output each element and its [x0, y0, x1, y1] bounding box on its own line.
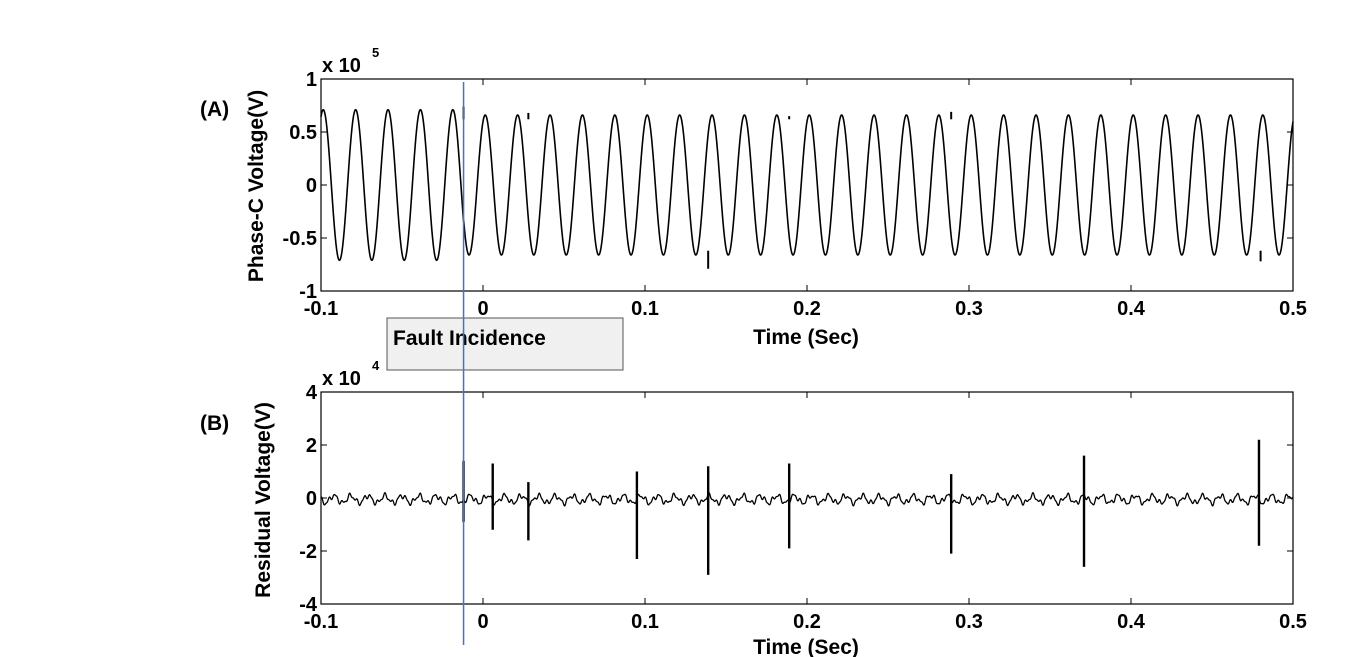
panel-a-series-line	[320, 108, 1294, 262]
y-tick-label: 1	[306, 69, 317, 91]
x-tick-label: 0.2	[793, 611, 821, 633]
y-tick-label: 4	[306, 382, 318, 404]
panel-b-x-axis-title: Time (Sec)	[753, 636, 859, 657]
panel-b-spikes	[462, 439, 1261, 575]
y-tick-label: 0.5	[289, 122, 317, 144]
panel-a-axes-frame	[320, 78, 1294, 292]
panel-a-label: (A)	[200, 98, 229, 121]
panel-b-axes-frame	[320, 391, 1294, 605]
y-tick-label: -0.5	[283, 228, 317, 250]
annotation-box	[386, 317, 624, 371]
fault-incidence-annotation: Fault Incidence	[386, 82, 624, 645]
x-tick-label: 0.4	[1117, 298, 1146, 320]
y-tick-label: 0	[306, 175, 317, 197]
panel-a-y-axis-title: Phase-C Voltage(V)	[245, 90, 268, 282]
panel-b-label: (B)	[200, 412, 229, 435]
x-tick-label: 0.1	[631, 611, 659, 633]
x-tick-label: 0.5	[1279, 611, 1307, 633]
y-tick-label: -4	[299, 594, 318, 616]
panel-a-exponent-power: 5	[372, 45, 379, 60]
panel-b-y-axis-title: Residual Voltage(V)	[252, 402, 275, 598]
panel-a-x-axis-title: Time (Sec)	[753, 326, 859, 349]
panel-b: (B) x 10 4 Residual Voltage(V) Time (Sec…	[200, 358, 1307, 657]
x-tick-label: -0.1	[304, 298, 338, 320]
x-tick-label: 0	[477, 611, 488, 633]
y-tick-label: -1	[299, 281, 317, 303]
panel-b-exponent-power: 4	[372, 358, 380, 373]
panel-a-exponent-base: x 10	[322, 55, 361, 77]
x-tick-label: 0.1	[631, 298, 659, 320]
x-tick-label: -0.1	[304, 611, 338, 633]
x-tick-label: 0.2	[793, 298, 821, 320]
panel-b-x-ticks: -0.1 0 0.1 0.2 0.3 0.4 0.5	[304, 392, 1307, 633]
y-tick-label: 0	[306, 488, 317, 510]
y-tick-label: 2	[306, 435, 317, 457]
panel-b-y-ticks: 4 2 0 -2 -4	[299, 382, 1293, 616]
x-tick-label: 0.3	[955, 611, 983, 633]
x-tick-label: 0.5	[1279, 298, 1307, 320]
x-tick-label: 0.3	[955, 298, 983, 320]
panel-a-x-ticks: -0.1 0 0.1 0.2 0.3 0.4 0.5	[304, 79, 1307, 320]
panel-b-exponent-base: x 10	[322, 368, 361, 390]
x-tick-label: 0.4	[1117, 611, 1146, 633]
y-tick-label: -2	[299, 541, 317, 563]
panel-b-series-line	[320, 492, 1294, 507]
x-tick-label: 0	[477, 298, 488, 320]
panel-a: (A) x 10 5 Phase-C Voltage(V) Time (Sec)…	[200, 45, 1307, 349]
annotation-text: Fault Incidence	[393, 327, 546, 350]
